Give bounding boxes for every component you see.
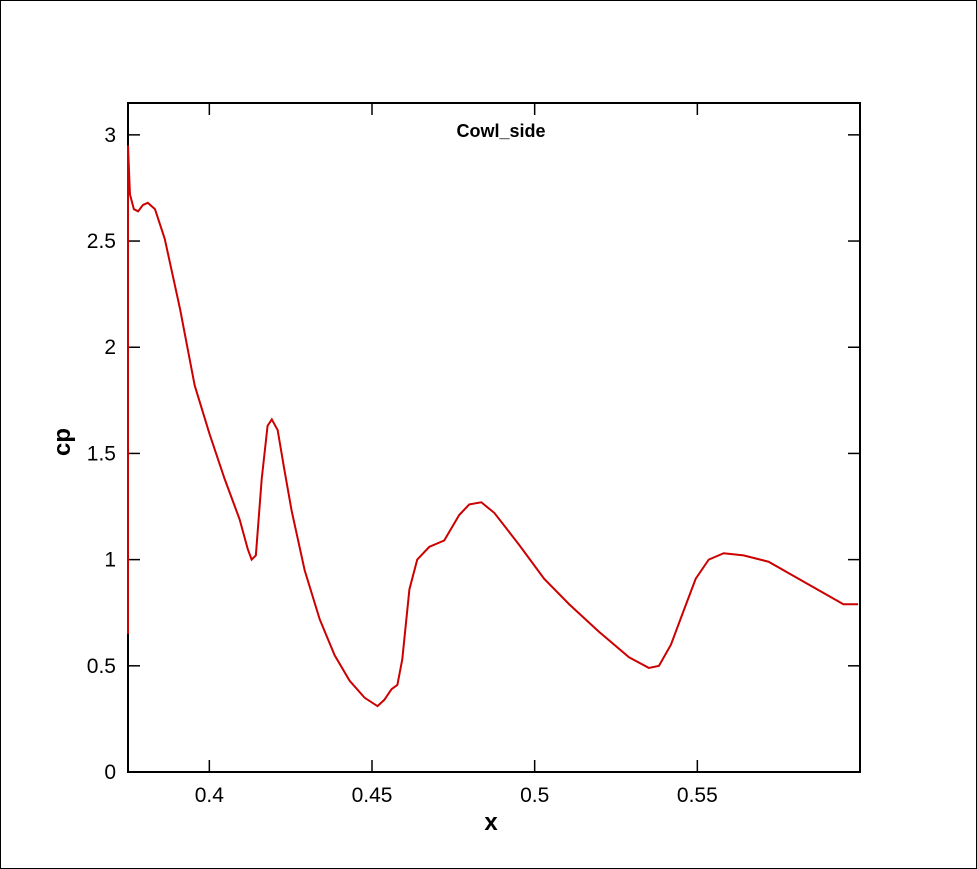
y-tick-label: 0.5 bbox=[87, 655, 116, 678]
y-tick-label: 2 bbox=[104, 336, 116, 359]
y-tick-label: 1 bbox=[104, 549, 116, 572]
x-tick-label: 0.55 bbox=[677, 784, 718, 807]
chart-title: Cowl_side bbox=[456, 121, 545, 141]
y-tick-label: 0 bbox=[104, 761, 116, 784]
y-axis-label: cp bbox=[49, 428, 76, 456]
data-line bbox=[127, 145, 859, 708]
x-axis-label: x bbox=[484, 809, 498, 836]
x-tick-label: 0.4 bbox=[195, 784, 225, 807]
x-tick-label: 0.5 bbox=[520, 784, 549, 807]
x-tick-label: 0.45 bbox=[352, 784, 393, 807]
y-tick-label: 1.5 bbox=[87, 442, 116, 465]
y-tick-label: 3 bbox=[104, 124, 116, 147]
y-tick-label: 2.5 bbox=[87, 230, 116, 253]
